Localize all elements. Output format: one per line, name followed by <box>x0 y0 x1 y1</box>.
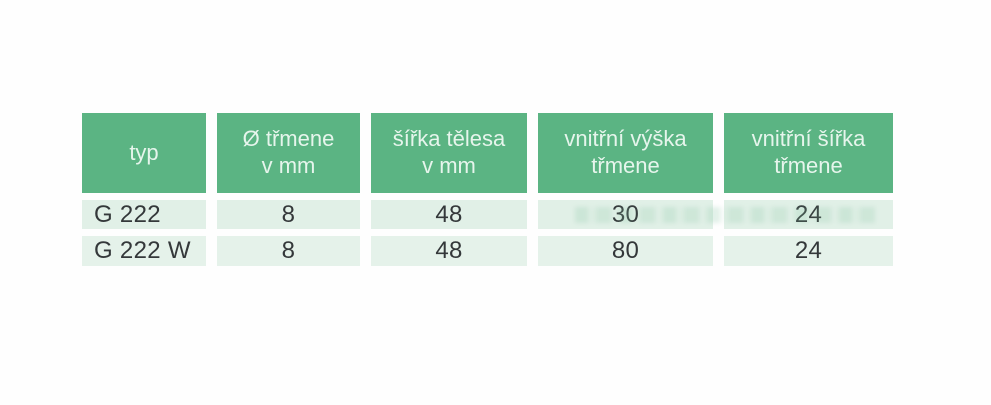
column-header-typ: typ <box>82 113 206 193</box>
row1-cell-body-width: 48 <box>371 200 527 229</box>
row1-cell-inner-height: 30 <box>538 200 713 229</box>
row1-cell-inner-width: 24 <box>724 200 893 229</box>
row2-cell-inner-width: 24 <box>724 236 893 266</box>
row1-cell-clamp-diameter: 8 <box>217 200 360 229</box>
column-header-inner-width: vnitřní šířka třmene <box>724 113 893 193</box>
row1-cell-typ: G 222 <box>82 200 206 229</box>
column-header-inner-height: vnitřní výška třmene <box>538 113 713 193</box>
product-spec-table: typ Ø třmene v mm šířka tělesa v mm vnit… <box>82 113 893 266</box>
row2-cell-typ: G 222 W <box>82 236 206 266</box>
column-header-clamp-diameter: Ø třmene v mm <box>217 113 360 193</box>
row2-cell-body-width: 48 <box>371 236 527 266</box>
row2-cell-inner-height: 80 <box>538 236 713 266</box>
column-header-body-width: šířka tělesa v mm <box>371 113 527 193</box>
row2-cell-clamp-diameter: 8 <box>217 236 360 266</box>
